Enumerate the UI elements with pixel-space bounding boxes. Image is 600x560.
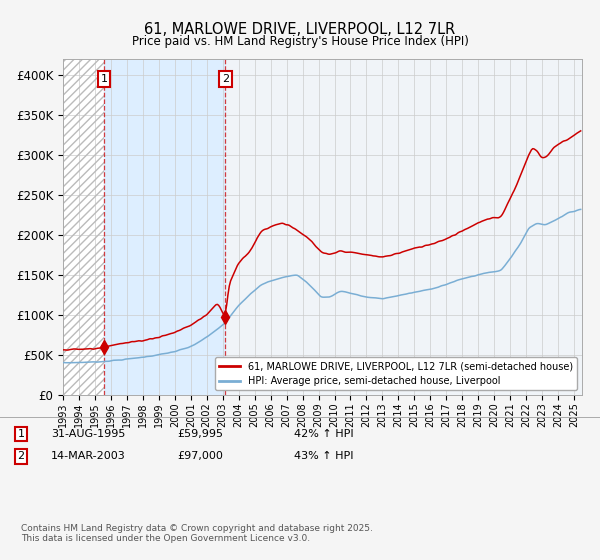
Bar — [63, 59, 104, 395]
Text: 61, MARLOWE DRIVE, LIVERPOOL, L12 7LR: 61, MARLOWE DRIVE, LIVERPOOL, L12 7LR — [145, 22, 455, 38]
Text: 2: 2 — [17, 451, 25, 461]
Bar — [104, 59, 225, 395]
Text: Contains HM Land Registry data © Crown copyright and database right 2025.
This d: Contains HM Land Registry data © Crown c… — [21, 524, 373, 543]
Text: 14-MAR-2003: 14-MAR-2003 — [51, 451, 126, 461]
Text: 43% ↑ HPI: 43% ↑ HPI — [294, 451, 353, 461]
Text: 31-AUG-1995: 31-AUG-1995 — [51, 429, 125, 439]
Bar — [63, 59, 104, 395]
Text: 1: 1 — [17, 429, 25, 439]
Text: Price paid vs. HM Land Registry's House Price Index (HPI): Price paid vs. HM Land Registry's House … — [131, 35, 469, 48]
Legend: 61, MARLOWE DRIVE, LIVERPOOL, L12 7LR (semi-detached house), HPI: Average price,: 61, MARLOWE DRIVE, LIVERPOOL, L12 7LR (s… — [215, 357, 577, 390]
Text: 1: 1 — [101, 74, 107, 84]
Text: £59,995: £59,995 — [177, 429, 223, 439]
Text: 2: 2 — [222, 74, 229, 84]
Text: 42% ↑ HPI: 42% ↑ HPI — [294, 429, 353, 439]
Text: £97,000: £97,000 — [177, 451, 223, 461]
